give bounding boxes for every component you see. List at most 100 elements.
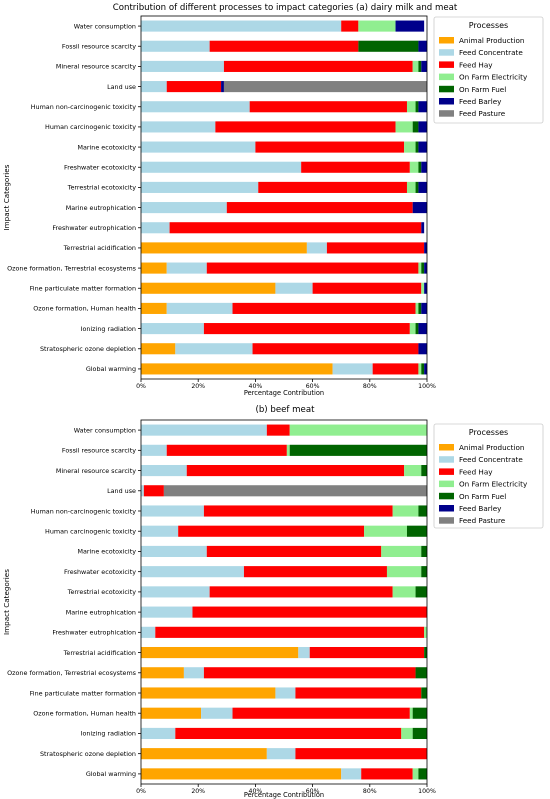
bar-animal-production-stratospheric-ozone-depletion [141,748,267,760]
chart-title: Contribution of different processes to i… [113,3,458,13]
y-tick-label: Freshwater ecotoxicity [64,568,136,576]
bar-animal-production-global-warming [141,363,333,375]
legend-label-feed-barley: Feed Barley [459,504,502,513]
legend-swatch-feed-barley [439,505,454,512]
bar-feed-barley-stratospheric-ozone-depletion [418,343,427,355]
bar-feed-pasture-land-use [163,485,427,497]
x-tick-label: 20% [191,383,205,390]
x-axis-label: Percentage Contribution [244,389,324,397]
bar-feed-hay-human-carcinogenic-toxicity [215,121,396,133]
bar-feed-concentrate-human-carcinogenic-toxicity [141,121,216,133]
y-tick-label: Freshwater eutrophication [52,629,136,637]
bar-feed-concentrate-mineral-resource-scarcity [141,60,224,72]
bar-feed-hay-freshwater-ecotoxicity [243,566,387,578]
bar-feed-concentrate-freshwater-ecotoxicity [141,566,244,578]
bar-feed-barley-mineral-resource-scarcity [421,60,427,72]
bar-feed-concentrate-marine-eutrophication [141,606,193,618]
bar-feed-hay-marine-ecotoxicity [206,545,382,558]
bar-on-farm-fuel-marine-ecotoxicity [415,141,419,153]
bar-feed-concentrate-terrestrial-ecotoxicity [141,181,259,193]
y-tick-label: Ozone formation, Terrestrial ecosystems [7,264,137,272]
bar-feed-barley-water-consumption [395,20,425,32]
legend-swatch-on-farm-electricity [439,73,454,81]
bar-feed-barley-fossil-resource-scarcity [418,40,427,52]
bar-feed-concentrate-global-warming [341,768,362,780]
legend-swatch-on-farm-fuel [439,85,454,93]
bar-on-farm-electricity-global-warming [412,768,419,780]
bar-on-farm-electricity-freshwater-ecotoxicity [386,566,422,578]
x-axis-label: Percentage Contribution [244,791,324,799]
y-tick-label: Land use [107,83,136,91]
y-tick-label: Terrestrial acidification [63,244,136,252]
legend-swatch-animal-production [439,444,454,451]
bar-on-farm-electricity-human-carcinogenic-toxicity [364,525,407,537]
y-tick-label: Stratospheric ozone depletion [40,750,136,758]
bar-on-farm-fuel-mineral-resource-scarcity [418,60,422,72]
legend-box [433,16,544,124]
bar-on-farm-electricity-mineral-resource-scarcity [404,464,422,477]
legend-swatch-feed-pasture [439,110,454,117]
bar-feed-concentrate-freshwater-ecotoxicity [141,161,302,173]
bar-feed-concentrate-marine-ecotoxicity [141,545,207,558]
bar-feed-hay-land-use [166,81,222,93]
legend-label-on-farm-fuel: On Farm Fuel [459,85,506,94]
y-tick-label: Marine eutrophication [66,204,136,212]
y-tick-label: Mineral resource scarcity [56,63,136,71]
legend: Processes Animal Production Feed Concentra… [433,16,544,124]
y-tick-label: Human non-carcinogenic toxicity [31,507,136,515]
bar-feed-barley-marine-ecotoxicity [418,141,427,153]
bar-animal-production-fine-particulate-matter-formation [141,687,276,699]
bar-feed-concentrate-stratospheric-ozone-depletion [175,343,253,355]
x-tick-label: 40% [249,788,263,795]
bar-on-farm-electricity-fossil-resource-scarcity [286,444,290,456]
bar-on-farm-electricity-mineral-resource-scarcity [412,60,419,72]
y-tick-label: Marine ecotoxicity [77,143,136,151]
bar-feed-barley-freshwater-eutrophication [421,222,425,234]
bar-animal-production-ozone-formation-human-health [141,707,202,719]
bar-animal-production-terrestrial-acidification [141,646,299,659]
y-tick-label: Mineral resource scarcity [56,467,136,475]
bar-feed-concentrate-water-consumption [141,424,267,436]
y-tick-label: Land use [107,487,136,495]
y-tick-label: Global warming [86,770,136,778]
bar-feed-concentrate-land-use [141,81,167,93]
bar-feed-concentrate-global-warming [332,363,373,375]
bar-on-farm-fuel-ionizing-radiation [415,323,419,335]
bar-feed-hay-terrestrial-ecotoxicity [209,586,393,598]
legend-label-animal-production: Animal Production [459,443,524,452]
legend-label-feed-concentrate: Feed Concentrate [459,48,523,57]
bar-animal-production-terrestrial-acidification [141,242,307,254]
bar-feed-concentrate-fine-particulate-matter-formation [275,282,313,294]
bar-on-farm-fuel-human-non-carcinogenic-toxicity [418,505,427,517]
bar-feed-concentrate-marine-ecotoxicity [141,141,256,153]
bar-on-farm-electricity-ozone-formation-terrestrial-ecosystems [418,262,422,274]
bar-feed-barley-ozone-formation-terrestrial-ecosystems [424,262,427,274]
bar-feed-concentrate-marine-eutrophication [141,202,227,214]
legend-swatch-feed-hay [439,468,454,475]
legend-swatch-feed-barley [439,98,454,105]
bar-on-farm-electricity-human-carcinogenic-toxicity [395,121,413,133]
bar-on-farm-fuel-ionizing-radiation [412,727,427,740]
bar-on-farm-electricity-freshwater-eutrophication [424,626,427,638]
bar-feed-concentrate-human-carcinogenic-toxicity [141,525,179,537]
bar-feed-hay-human-non-carcinogenic-toxicity [249,101,407,113]
bar-feed-hay-water-consumption [266,424,290,436]
bar-feed-concentrate-terrestrial-acidification [306,242,327,254]
bar-on-farm-electricity-human-non-carcinogenic-toxicity [406,101,416,113]
bar-feed-hay-ozone-formation-terrestrial-ecosystems [203,667,416,679]
bar-feed-concentrate-water-consumption [141,20,342,32]
legend-label-feed-concentrate: Feed Concentrate [459,455,523,464]
bar-feed-hay-stratospheric-ozone-depletion [295,748,427,760]
bar-feed-barley-land-use [221,81,224,93]
x-tick-label: 40% [249,383,263,390]
bar-feed-hay-terrestrial-acidification [326,242,425,254]
legend-label-feed-barley: Feed Barley [459,97,502,106]
bar-on-farm-fuel-terrestrial-ecotoxicity [415,181,419,193]
legend-label-on-farm-electricity: On Farm Electricity [459,480,528,489]
y-tick-label: Water consumption [74,22,136,30]
legend-swatch-feed-pasture [439,517,454,524]
bar-on-farm-fuel-ozone-formation-human-health [418,302,422,314]
legend-swatch-feed-concentrate [439,456,454,463]
chart-b: (b) beef meat Water consumption Fossil res… [2,405,544,799]
bar-feed-barley-terrestrial-acidification [424,242,427,254]
